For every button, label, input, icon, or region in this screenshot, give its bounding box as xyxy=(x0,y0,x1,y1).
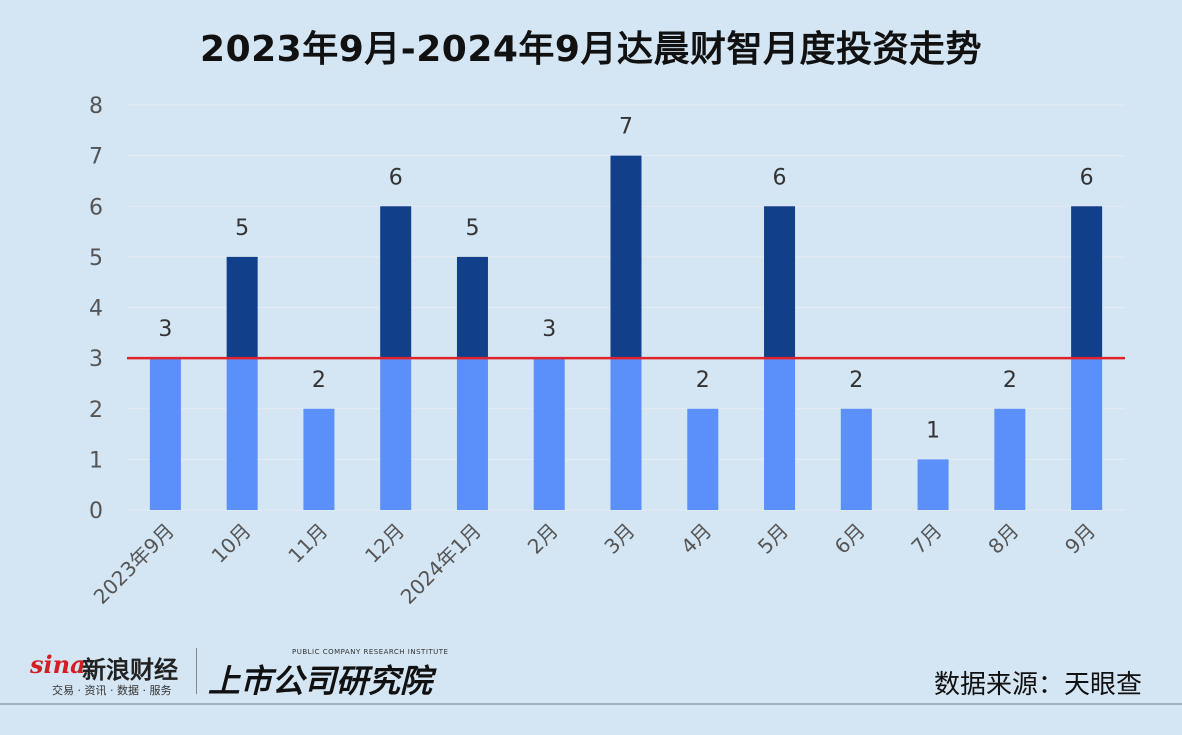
data-label: 3 xyxy=(542,317,556,342)
bar-segment-base xyxy=(994,408,1026,510)
x-tick-label: 11月 xyxy=(283,519,332,568)
y-tick-label: 8 xyxy=(89,94,103,119)
data-label: 5 xyxy=(235,216,249,241)
y-tick-label: 1 xyxy=(89,448,103,473)
data-label: 6 xyxy=(773,165,787,190)
data-label: 1 xyxy=(926,418,940,443)
bar-segment-base xyxy=(380,358,412,510)
bar-segment-base xyxy=(764,358,796,510)
bar-segment-base xyxy=(840,408,872,510)
x-tick-label: 6月 xyxy=(830,519,870,559)
data-label: 2 xyxy=(1003,368,1017,393)
bar-segment-base xyxy=(533,358,565,510)
sina-finance-logo: sina 新浪财经 交易 · 资讯 · 数据 · 服务 xyxy=(30,648,190,698)
data-label: 2 xyxy=(696,368,710,393)
y-tick-label: 4 xyxy=(89,297,103,322)
y-tick-label: 3 xyxy=(89,347,103,372)
sina-brand: 新浪财经 xyxy=(82,656,178,684)
sina-mark: sina xyxy=(30,650,86,679)
bar-segment-above xyxy=(380,206,412,359)
y-tick-label: 2 xyxy=(89,398,103,423)
bar-segment-above xyxy=(456,256,488,359)
data-label: 7 xyxy=(619,115,633,140)
footer-rule xyxy=(0,703,1182,705)
y-tick-label: 6 xyxy=(89,195,103,220)
data-label: 6 xyxy=(389,165,403,190)
data-labels: 3 5 2 6 5 3 7 2 6 2 1 2 6 xyxy=(158,115,1093,444)
x-tick-label: 2024年1月 xyxy=(396,519,486,609)
x-tick-label: 5月 xyxy=(753,519,793,559)
bar-segment-base xyxy=(610,358,642,510)
x-tick-label: 7月 xyxy=(906,519,946,559)
x-tick-label: 8月 xyxy=(983,519,1023,559)
data-label: 2 xyxy=(312,368,326,393)
bars xyxy=(149,155,1103,510)
x-tick-label: 10月 xyxy=(207,519,256,568)
y-tick-label: 5 xyxy=(89,246,103,271)
x-tick-label: 12月 xyxy=(360,519,409,568)
data-label: 3 xyxy=(158,317,172,342)
x-tick-label: 9月 xyxy=(1060,519,1100,559)
bar-segment-base xyxy=(1071,358,1103,510)
bar-chart: 0 1 2 3 4 5 6 7 8 3 5 2 6 5 3 7 2 6 2 1 2 6 2023年9月 10月 11月 12月… xyxy=(89,94,1125,609)
bar-segment-base xyxy=(456,358,488,510)
data-source: 数据来源：天眼查 xyxy=(933,670,1142,700)
x-tick-label: 2023年9月 xyxy=(89,519,179,609)
logo-divider xyxy=(196,648,197,694)
bar-segment-above xyxy=(610,155,642,359)
bar-segment-above xyxy=(764,206,796,359)
bar-segment-above xyxy=(1071,206,1103,359)
bar-segment-base xyxy=(226,358,258,510)
institute-english: PUBLIC COMPANY RESEARCH INSTITUTE xyxy=(292,648,449,656)
data-label: 2 xyxy=(849,368,863,393)
y-axis: 0 1 2 3 4 5 6 7 8 xyxy=(89,94,103,524)
institute-logo: PUBLIC COMPANY RESEARCH INSTITUTE 上市公司研究… xyxy=(208,648,448,700)
y-tick-label: 0 xyxy=(89,499,103,524)
data-label: 5 xyxy=(465,216,479,241)
bar-segment-base xyxy=(149,358,181,510)
bar-segment-above xyxy=(226,256,258,359)
institute-name: 上市公司研究院 xyxy=(208,662,433,700)
bar-segment-base xyxy=(303,408,335,510)
x-tick-label: 3月 xyxy=(599,519,639,559)
x-tick-label: 4月 xyxy=(676,519,716,559)
x-tick-label: 2月 xyxy=(523,519,563,559)
sina-subtitle: 交易 · 资讯 · 数据 · 服务 xyxy=(52,684,172,697)
y-tick-label: 7 xyxy=(89,145,103,170)
bar-segment-base xyxy=(917,459,949,510)
chart-title: 2023年9月-2024年9月达晨财智月度投资走势 xyxy=(200,29,982,70)
bar-segment-base xyxy=(687,408,719,510)
data-label: 6 xyxy=(1080,165,1094,190)
